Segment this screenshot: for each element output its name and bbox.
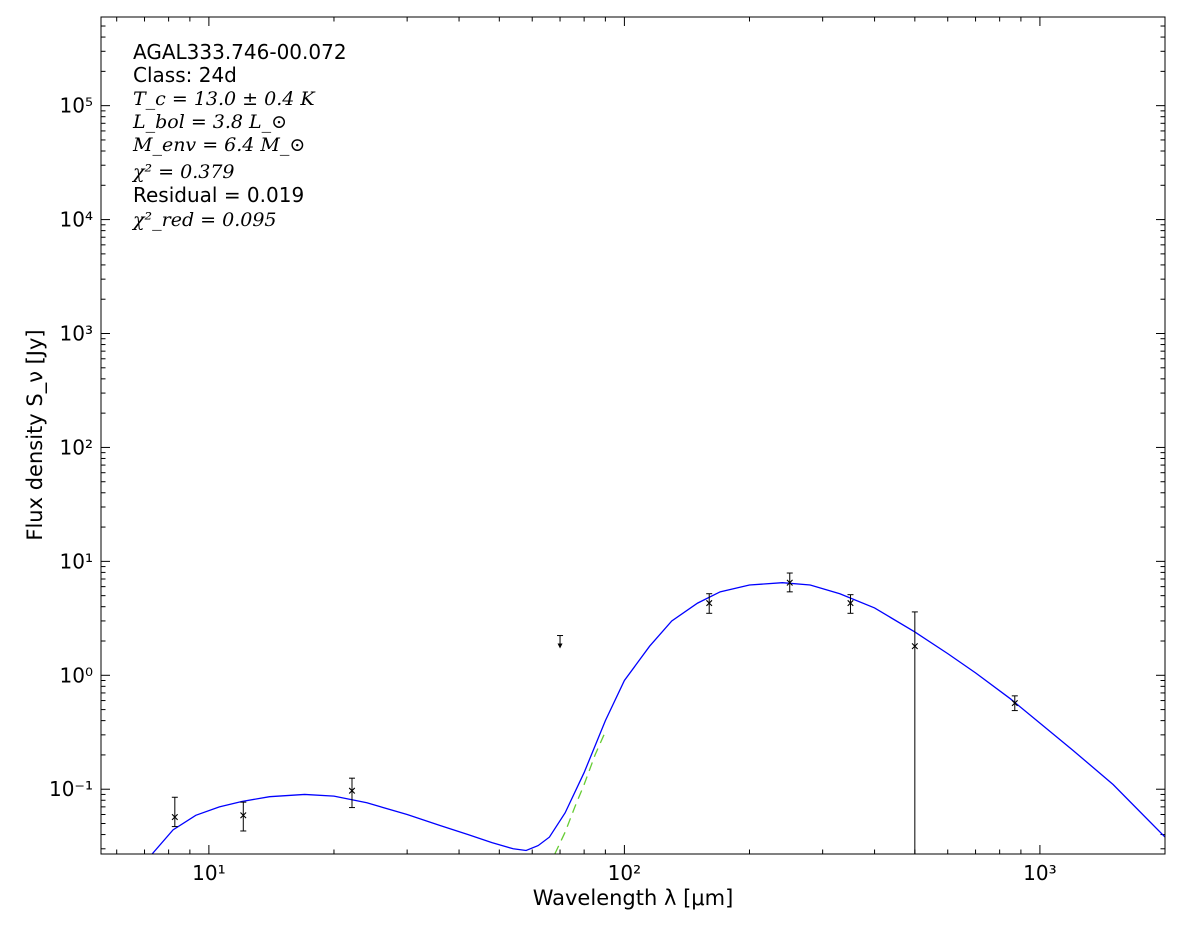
annotation-lbol: L_bol = 3.8 L_⊙ xyxy=(132,111,287,133)
y-axis-label: Flux density S_ν [Jy] xyxy=(23,329,48,540)
data-point-marker xyxy=(911,643,919,650)
model-cold-component-line xyxy=(554,731,606,854)
annotation-chi2: χ² = 0.379 xyxy=(131,161,235,183)
data-point-marker xyxy=(240,812,247,819)
plot-frame xyxy=(100,16,1166,855)
upper-limit-arrow xyxy=(557,643,563,649)
annotation-tc: T_c = 13.0 ± 0.4 K xyxy=(133,88,316,110)
data-point-marker xyxy=(1011,699,1018,707)
data-point-marker xyxy=(786,579,793,586)
annotation-menv: M_env = 6.4 M_⊙ xyxy=(132,134,305,156)
data-point-marker xyxy=(706,599,713,607)
model-total-sed-line xyxy=(151,582,1165,854)
series-layer xyxy=(151,572,1165,854)
y-tick-label: 10² xyxy=(60,435,93,459)
data-point-marker xyxy=(348,787,356,794)
annotation-source: AGAL333.746-00.072 xyxy=(133,40,347,64)
x-tick-label: 10³ xyxy=(1023,861,1056,885)
annotation-chi2red: χ²_red = 0.095 xyxy=(131,209,277,231)
y-tick-label: 10¹ xyxy=(60,549,93,573)
y-tick-label: 10³ xyxy=(60,322,93,346)
x-tick-label: 10² xyxy=(608,861,641,885)
y-tick-label: 10⁴ xyxy=(60,208,93,232)
y-tick-label: 10⁰ xyxy=(60,663,93,687)
annotation-residual: Residual = 0.019 xyxy=(133,183,304,207)
annotation-class: Class: 24d xyxy=(133,63,237,87)
data-point-marker xyxy=(171,813,179,821)
data-point-marker xyxy=(847,599,854,607)
ticks-layer: 10¹ 10² 10³ 10⁻¹ 10⁰ 10¹ 10² 10³ 10⁴ 10⁵ xyxy=(49,16,1166,885)
x-tick-label: 10¹ xyxy=(192,861,225,885)
x-axis-label: Wavelength λ [μm] xyxy=(533,886,734,910)
y-tick-label: 10⁵ xyxy=(60,94,93,118)
y-tick-label: 10⁻¹ xyxy=(49,777,93,801)
